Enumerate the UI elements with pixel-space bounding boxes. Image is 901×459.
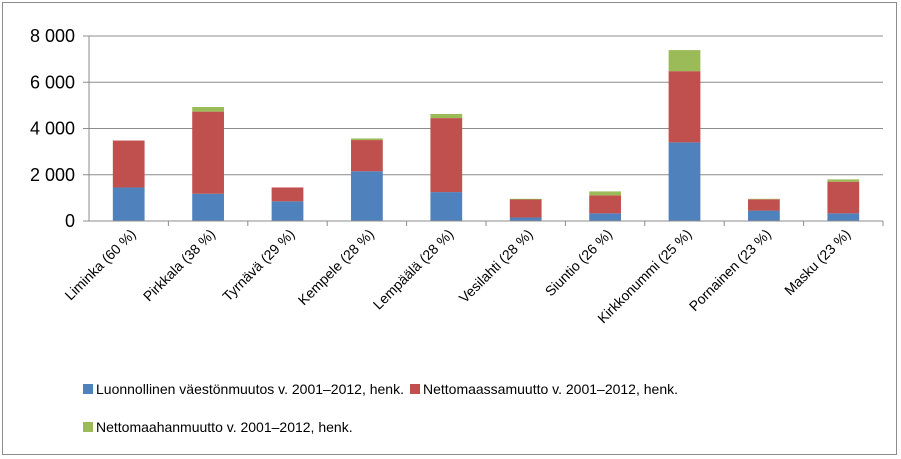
bar-segment bbox=[113, 187, 145, 221]
bar-segment bbox=[827, 182, 859, 214]
legend-label-nettomaahanmuutto: Nettomaahanmuutto v. 2001–2012, henk. bbox=[96, 419, 353, 435]
bar-segment bbox=[351, 140, 383, 171]
bar-segment bbox=[748, 199, 780, 210]
legend-swatch-luonnollinen bbox=[83, 384, 93, 394]
bar-segment bbox=[272, 187, 304, 201]
bar-segment bbox=[589, 195, 621, 213]
bar-segment bbox=[430, 114, 462, 118]
x-tick-label: Lempäälä (28 %) bbox=[370, 226, 457, 313]
bar-segment bbox=[272, 201, 304, 221]
bar-segment bbox=[669, 71, 701, 142]
bar-segment bbox=[510, 218, 542, 221]
bar-segment bbox=[192, 112, 224, 194]
x-tick-label: Vesilahti (28 %) bbox=[456, 226, 536, 306]
x-tick-label: Pornainen (23 %) bbox=[686, 226, 774, 314]
legend-item-luonnollinen: Luonnollinen väestönmuutos v. 2001–2012,… bbox=[83, 381, 404, 397]
y-tick-label: 6 000 bbox=[30, 72, 75, 92]
bar-segment bbox=[351, 138, 383, 140]
legend-item-nettomaahanmuutto: Nettomaahanmuutto v. 2001–2012, henk. bbox=[83, 419, 353, 435]
y-tick-label: 0 bbox=[65, 211, 75, 231]
bar-segment bbox=[589, 191, 621, 195]
x-tick-label: Pirkkala (38 %) bbox=[140, 226, 218, 304]
legend-label-nettomaassamuutto: Nettomaassamuutto v. 2001–2012, henk. bbox=[423, 381, 678, 397]
bar-segment bbox=[827, 179, 859, 181]
bar-segment bbox=[192, 194, 224, 221]
bar-segment bbox=[192, 107, 224, 112]
bar-segment bbox=[589, 213, 621, 221]
x-tick-label: Liminka (60 %) bbox=[61, 226, 138, 303]
y-tick-label: 4 000 bbox=[30, 119, 75, 139]
x-tick-label: Masku (23 %) bbox=[781, 226, 853, 298]
bar-segment bbox=[669, 142, 701, 221]
bar-segment bbox=[430, 192, 462, 221]
bar-segment bbox=[351, 171, 383, 221]
bar-segment bbox=[827, 213, 859, 221]
x-tick-label: Tyrnävä (29 %) bbox=[219, 226, 297, 304]
legend-swatch-nettomaassamuutto bbox=[410, 384, 420, 394]
legend-row-2: Nettomaahanmuutto v. 2001–2012, henk. bbox=[83, 419, 359, 435]
bar-segment bbox=[430, 118, 462, 192]
x-tick-label: Kempele (28 %) bbox=[295, 226, 377, 308]
y-tick-label: 8 000 bbox=[30, 26, 75, 46]
bar-segment bbox=[113, 141, 145, 188]
legend-label-luonnollinen: Luonnollinen väestönmuutos v. 2001–2012,… bbox=[96, 381, 404, 397]
x-tick-label: Siuntio (26 %) bbox=[542, 226, 615, 299]
bar-segment bbox=[669, 50, 701, 71]
bar-segment bbox=[510, 199, 542, 217]
bar-segment bbox=[748, 211, 780, 221]
legend-swatch-nettomaahanmuutto bbox=[83, 422, 93, 432]
bar-segment bbox=[510, 199, 542, 200]
y-tick-label: 2 000 bbox=[30, 165, 75, 185]
legend-row-1: Luonnollinen väestönmuutos v. 2001–2012,… bbox=[83, 381, 684, 397]
legend-item-nettomaassamuutto: Nettomaassamuutto v. 2001–2012, henk. bbox=[410, 381, 678, 397]
